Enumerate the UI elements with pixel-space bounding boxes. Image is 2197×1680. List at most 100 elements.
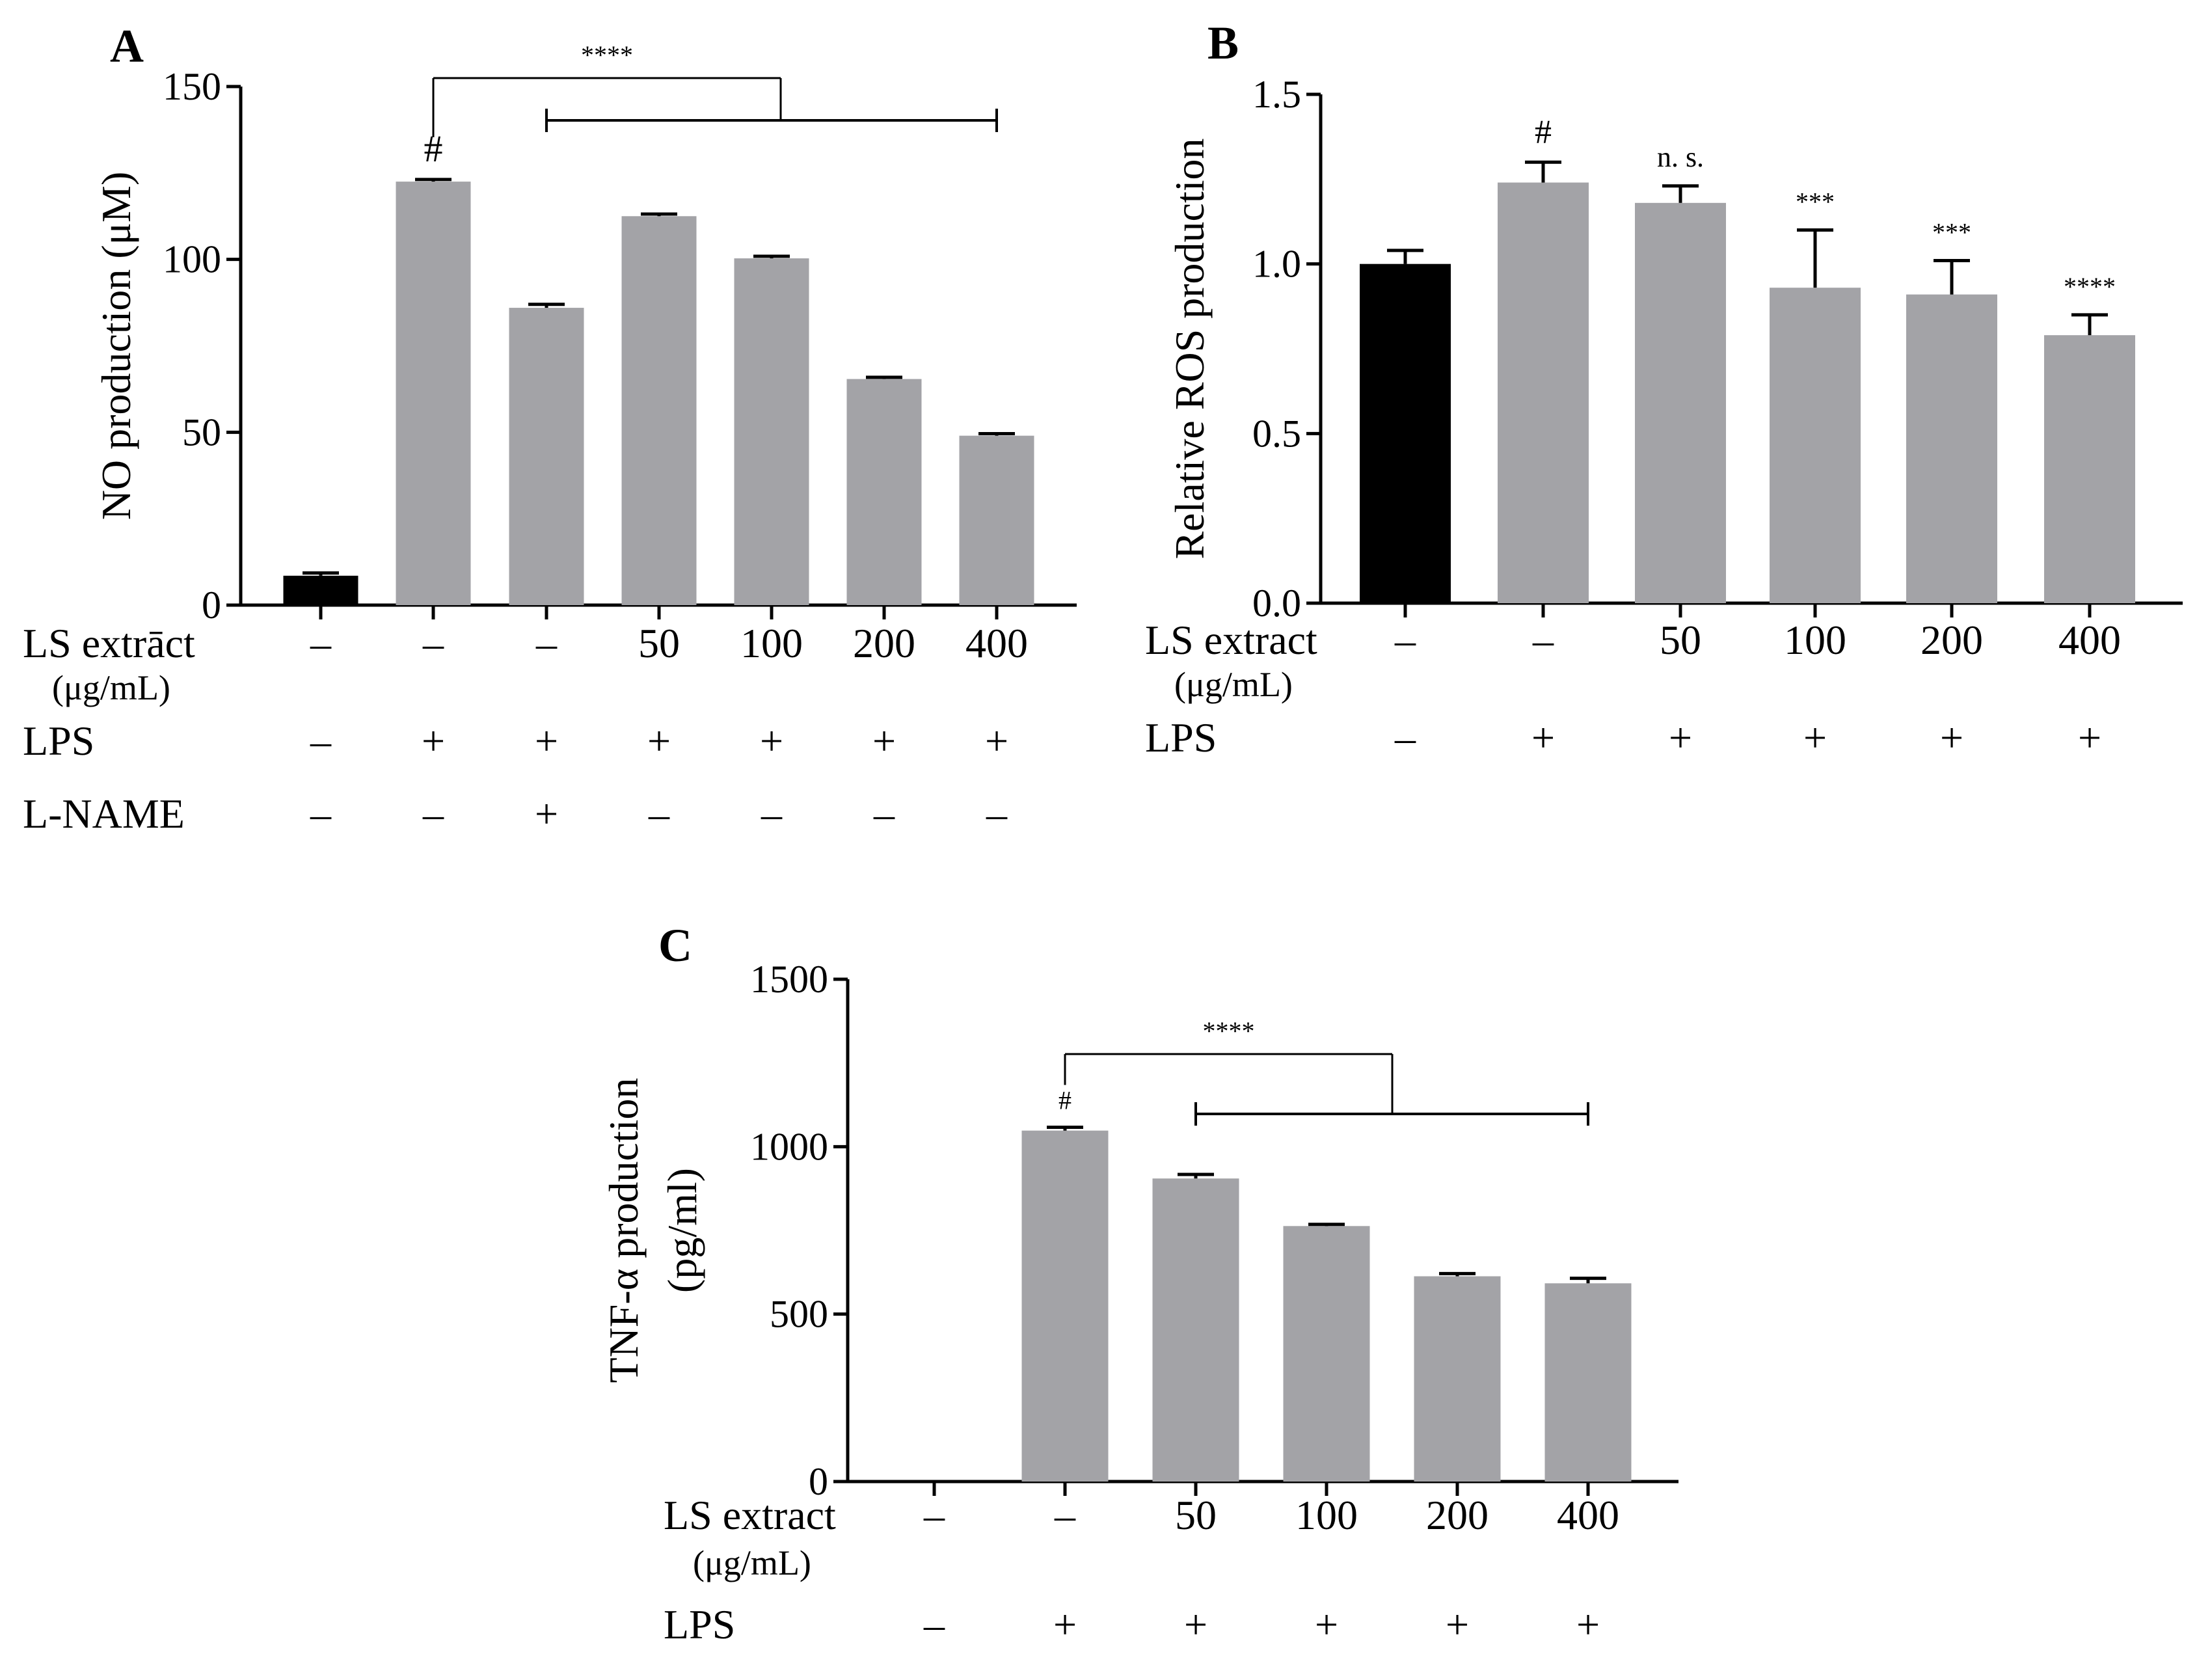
row-value: – — [1532, 617, 1554, 663]
row-value: + — [985, 718, 1008, 764]
y-axis-label: Relative ROS production — [1166, 138, 1213, 559]
significance-label: *** — [1796, 187, 1835, 217]
hash-mark: # — [1058, 1085, 1072, 1115]
bar — [734, 258, 809, 606]
row-value: 200 — [1426, 1492, 1489, 1538]
bracket-label: **** — [1203, 1016, 1255, 1046]
bar — [1283, 1226, 1370, 1482]
panel-letter: A — [110, 20, 144, 72]
row-value: 50 — [638, 620, 680, 666]
row-label: LPS — [664, 1601, 735, 1647]
row-value: – — [422, 620, 444, 666]
bracket-label: **** — [581, 40, 633, 70]
row-value: – — [648, 791, 670, 837]
y-tick-label: 1.0 — [1252, 243, 1301, 286]
bar — [1360, 264, 1451, 604]
row-value: – — [923, 1492, 945, 1538]
row-value: – — [986, 791, 1008, 837]
bar — [1770, 288, 1861, 603]
y-tick-label: 150 — [163, 65, 221, 108]
row-label: LPS — [1145, 714, 1217, 761]
row-value: 50 — [1660, 617, 1701, 663]
y-tick-label: 1.5 — [1252, 73, 1301, 116]
panel-letter: C — [658, 919, 692, 971]
row-value: + — [1315, 1601, 1338, 1647]
row-value: 400 — [965, 620, 1028, 666]
row-sublabel: (μg/mL) — [693, 1543, 811, 1582]
row-value: 100 — [1295, 1492, 1358, 1538]
bar — [283, 575, 358, 605]
row-value: + — [1576, 1601, 1600, 1647]
significance-label: *** — [1932, 217, 1971, 247]
y-tick-label: 0.5 — [1252, 412, 1301, 455]
row-value: 400 — [2058, 617, 2121, 663]
row-label: LS extrāct — [23, 620, 195, 666]
row-value: + — [535, 791, 558, 837]
y-axis-label-unit: (pg/ml) — [659, 1168, 705, 1293]
row-value: 100 — [740, 620, 803, 666]
y-axis-label: NO production (μM) — [93, 172, 139, 521]
row-value: 200 — [1921, 617, 1983, 663]
y-tick-label: 0 — [809, 1460, 828, 1503]
panel-letter: B — [1207, 17, 1239, 69]
row-value: – — [873, 791, 895, 837]
row-value: + — [647, 718, 671, 764]
bar — [509, 308, 584, 605]
row-value: – — [1054, 1492, 1076, 1538]
row-value: – — [422, 791, 444, 837]
y-tick-label: 1000 — [750, 1125, 828, 1168]
panel-c: C 0 500 1000 1500 TNF-α production (pg/ml) # ***… — [600, 919, 1678, 1647]
bar — [1635, 202, 1726, 603]
row-value: + — [1446, 1601, 1469, 1647]
row-label: LPS — [23, 718, 94, 764]
bar — [846, 379, 922, 605]
bar — [1414, 1276, 1501, 1482]
bar — [396, 182, 471, 605]
row-value: + — [422, 718, 445, 764]
row-value: + — [2078, 714, 2101, 761]
row-sublabel: (μg/mL) — [52, 668, 170, 707]
bar — [1906, 294, 1997, 603]
y-tick-label: 1500 — [750, 958, 828, 1001]
row-value: + — [1803, 714, 1827, 761]
row-value: + — [1531, 714, 1555, 761]
row-value: – — [923, 1601, 945, 1647]
row-sublabel: (μg/mL) — [1174, 665, 1293, 704]
row-value: + — [535, 718, 558, 764]
y-axis-label: TNF-α production — [600, 1077, 647, 1383]
row-label: LS extract — [664, 1492, 836, 1538]
row-value: + — [1669, 714, 1692, 761]
panel-b: B 0.0 0.5 1.0 1.5 Relative ROS production # n. … — [1145, 17, 2183, 761]
bar — [2044, 335, 2135, 603]
row-value: + — [760, 718, 783, 764]
row-value: – — [310, 718, 332, 764]
bar — [1544, 1283, 1632, 1482]
significance-label: # — [1535, 113, 1552, 150]
row-value: 400 — [1557, 1492, 1619, 1538]
bar — [1021, 1130, 1109, 1482]
row-value: – — [310, 620, 332, 666]
row-value: – — [1394, 714, 1416, 761]
row-value: + — [1184, 1601, 1207, 1647]
bar — [1498, 182, 1589, 604]
y-tick-label: 0.0 — [1252, 582, 1301, 625]
row-value: 200 — [853, 620, 915, 666]
row-value: – — [535, 620, 558, 666]
row-label: LS extract — [1145, 617, 1317, 663]
y-tick-label: 100 — [163, 238, 221, 281]
row-label: L-NAME — [23, 791, 185, 837]
significance-label: **** — [2064, 272, 2116, 301]
row-value: – — [761, 791, 783, 837]
row-value: – — [1394, 617, 1416, 663]
row-value: 50 — [1175, 1492, 1217, 1538]
bar — [959, 435, 1034, 605]
row-value: – — [310, 791, 332, 837]
row-value: + — [1940, 714, 1963, 761]
bar — [1152, 1178, 1239, 1482]
bar — [621, 216, 697, 605]
row-value: + — [872, 718, 896, 764]
row-value: + — [1053, 1601, 1077, 1647]
y-tick-label: 50 — [182, 411, 221, 454]
